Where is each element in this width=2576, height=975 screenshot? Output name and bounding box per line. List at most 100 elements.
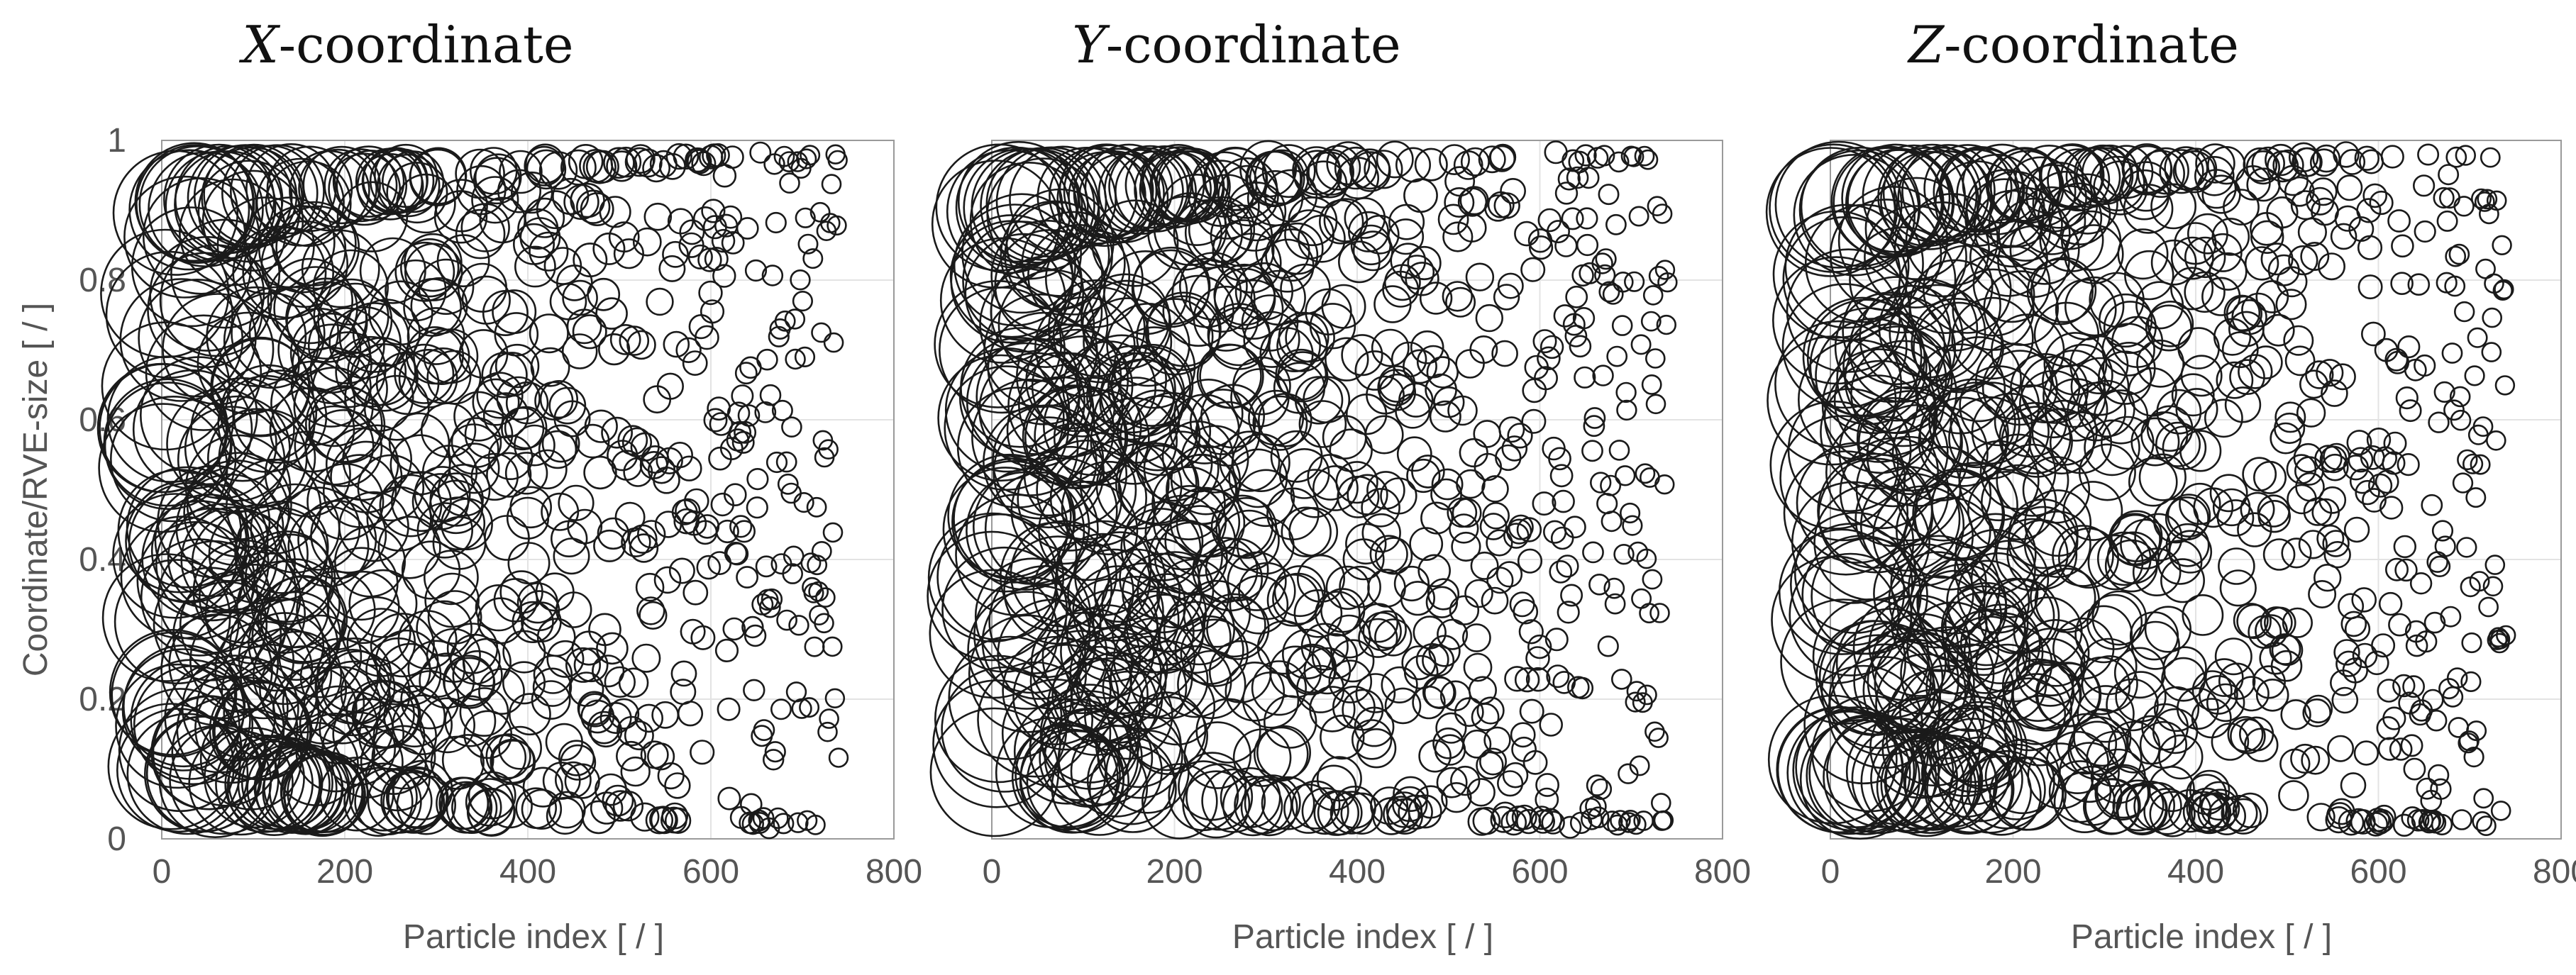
data-point — [470, 452, 519, 501]
data-point — [1598, 281, 1620, 303]
data-point — [1293, 150, 1342, 199]
data-point — [1590, 778, 1613, 801]
data-point — [2323, 540, 2351, 569]
data-point — [2389, 737, 2413, 761]
data-point — [175, 473, 284, 582]
data-point — [455, 208, 506, 260]
data-point — [2357, 235, 2383, 260]
panel-y-coordinate: Y-coordinate 0 200 400 600 800 Particle index… — [927, 15, 1751, 956]
data-point — [448, 442, 500, 494]
data-point — [663, 330, 690, 358]
data-point — [2179, 482, 2221, 525]
data-point — [2021, 618, 2090, 687]
data-point — [1486, 529, 1513, 557]
data-point — [1596, 493, 1618, 515]
data-point — [2327, 735, 2355, 762]
data-point — [581, 800, 616, 835]
data-point — [1219, 430, 1281, 492]
data-point — [2232, 792, 2269, 828]
data-point — [577, 693, 612, 728]
data-point — [1435, 712, 1467, 744]
data-point — [811, 322, 832, 343]
data-point — [768, 325, 790, 347]
data-point — [2409, 572, 2433, 595]
data-point — [765, 451, 788, 474]
data-point — [1532, 491, 1557, 516]
data-point — [1355, 673, 1396, 713]
data-point — [1529, 235, 1554, 260]
data-point — [1955, 513, 2037, 595]
data-point — [2333, 141, 2360, 168]
data-point — [2158, 734, 2204, 780]
data-point — [1594, 264, 1616, 286]
data-point — [505, 381, 549, 425]
data-point — [2338, 809, 2365, 836]
data-point — [2191, 698, 2232, 739]
data-point — [2130, 620, 2180, 670]
data-point — [2362, 488, 2387, 513]
data-point — [2270, 650, 2303, 682]
data-point — [1569, 335, 1592, 358]
data-point — [1108, 145, 1192, 229]
data-point — [1084, 670, 1173, 760]
data-point — [677, 701, 704, 727]
data-point — [1344, 197, 1386, 239]
data-point — [2399, 399, 2422, 423]
data-point — [781, 416, 802, 438]
data-point — [2344, 615, 2371, 642]
data-point — [639, 450, 668, 479]
data-point — [2349, 468, 2375, 494]
data-point — [378, 642, 442, 706]
data-point — [1876, 736, 1977, 837]
data-point — [2489, 629, 2511, 650]
data-point — [1908, 259, 2001, 352]
data-point — [562, 279, 598, 316]
data-point — [1422, 644, 1455, 677]
x-tick-label: 0 — [153, 853, 172, 891]
data-point — [785, 348, 806, 370]
data-point — [2446, 667, 2468, 689]
data-point — [2283, 325, 2314, 356]
data-point — [1566, 166, 1589, 189]
data-point — [2023, 510, 2091, 578]
data-point — [377, 516, 441, 579]
panel-title: X-coordinate — [239, 15, 574, 74]
data-point — [2179, 430, 2222, 472]
data-point — [2244, 728, 2279, 762]
data-point — [1926, 745, 2015, 834]
x-axis-label: Particle index [ / ] — [1232, 918, 1493, 956]
data-point — [2245, 150, 2280, 185]
data-point — [2216, 499, 2255, 537]
data-point — [1591, 252, 1613, 274]
data-point — [2284, 176, 2315, 207]
data-point — [1548, 447, 1571, 471]
data-point — [791, 698, 812, 719]
data-point — [961, 193, 1082, 314]
data-point — [1271, 222, 1324, 275]
data-point — [267, 257, 353, 345]
data-point — [2454, 301, 2475, 323]
data-point — [265, 160, 352, 247]
data-point — [1877, 147, 1978, 247]
data-point — [1359, 214, 1400, 255]
data-point — [1294, 376, 1344, 425]
data-point — [109, 395, 237, 523]
data-point — [712, 264, 736, 288]
data-point — [496, 376, 541, 420]
data-point — [2314, 445, 2343, 473]
data-point — [778, 151, 800, 173]
data-point — [1329, 428, 1373, 472]
data-point — [1454, 697, 1484, 728]
data-point — [2467, 327, 2488, 348]
data-point — [759, 596, 781, 618]
data-point — [687, 149, 712, 174]
data-point — [1261, 144, 1316, 199]
data-point — [1021, 211, 1126, 316]
data-point — [553, 400, 591, 438]
data-point — [2290, 743, 2321, 774]
data-point — [145, 314, 262, 431]
data-point — [784, 308, 806, 330]
data-point — [2427, 764, 2450, 786]
data-point — [358, 703, 426, 771]
data-point — [1395, 393, 1431, 429]
